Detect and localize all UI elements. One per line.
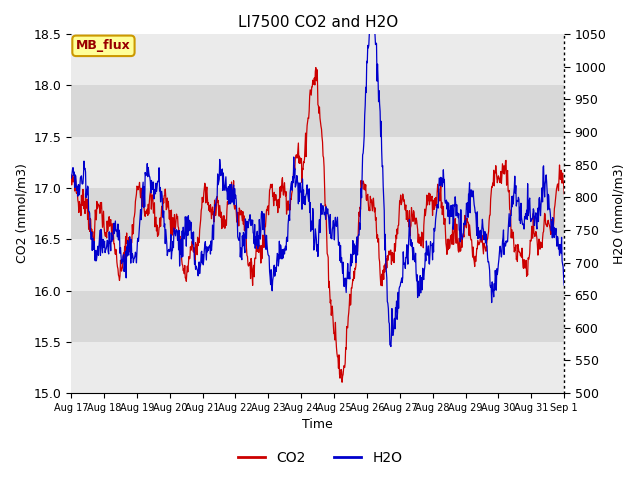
Bar (71, 342, 564, 393)
Bar (71, 137, 564, 188)
Text: MB_flux: MB_flux (76, 39, 131, 52)
Y-axis label: H2O (mmol/m3): H2O (mmol/m3) (612, 163, 625, 264)
Bar (71, 85, 564, 137)
Bar (71, 290, 564, 342)
Bar (71, 188, 564, 239)
Title: LI7500 CO2 and H2O: LI7500 CO2 and H2O (237, 15, 398, 30)
X-axis label: Time: Time (302, 419, 333, 432)
Y-axis label: CO2 (mmol/m3): CO2 (mmol/m3) (15, 164, 28, 264)
Bar (71, 239, 564, 290)
Bar (71, 34, 564, 85)
Legend: CO2, H2O: CO2, H2O (232, 445, 408, 471)
